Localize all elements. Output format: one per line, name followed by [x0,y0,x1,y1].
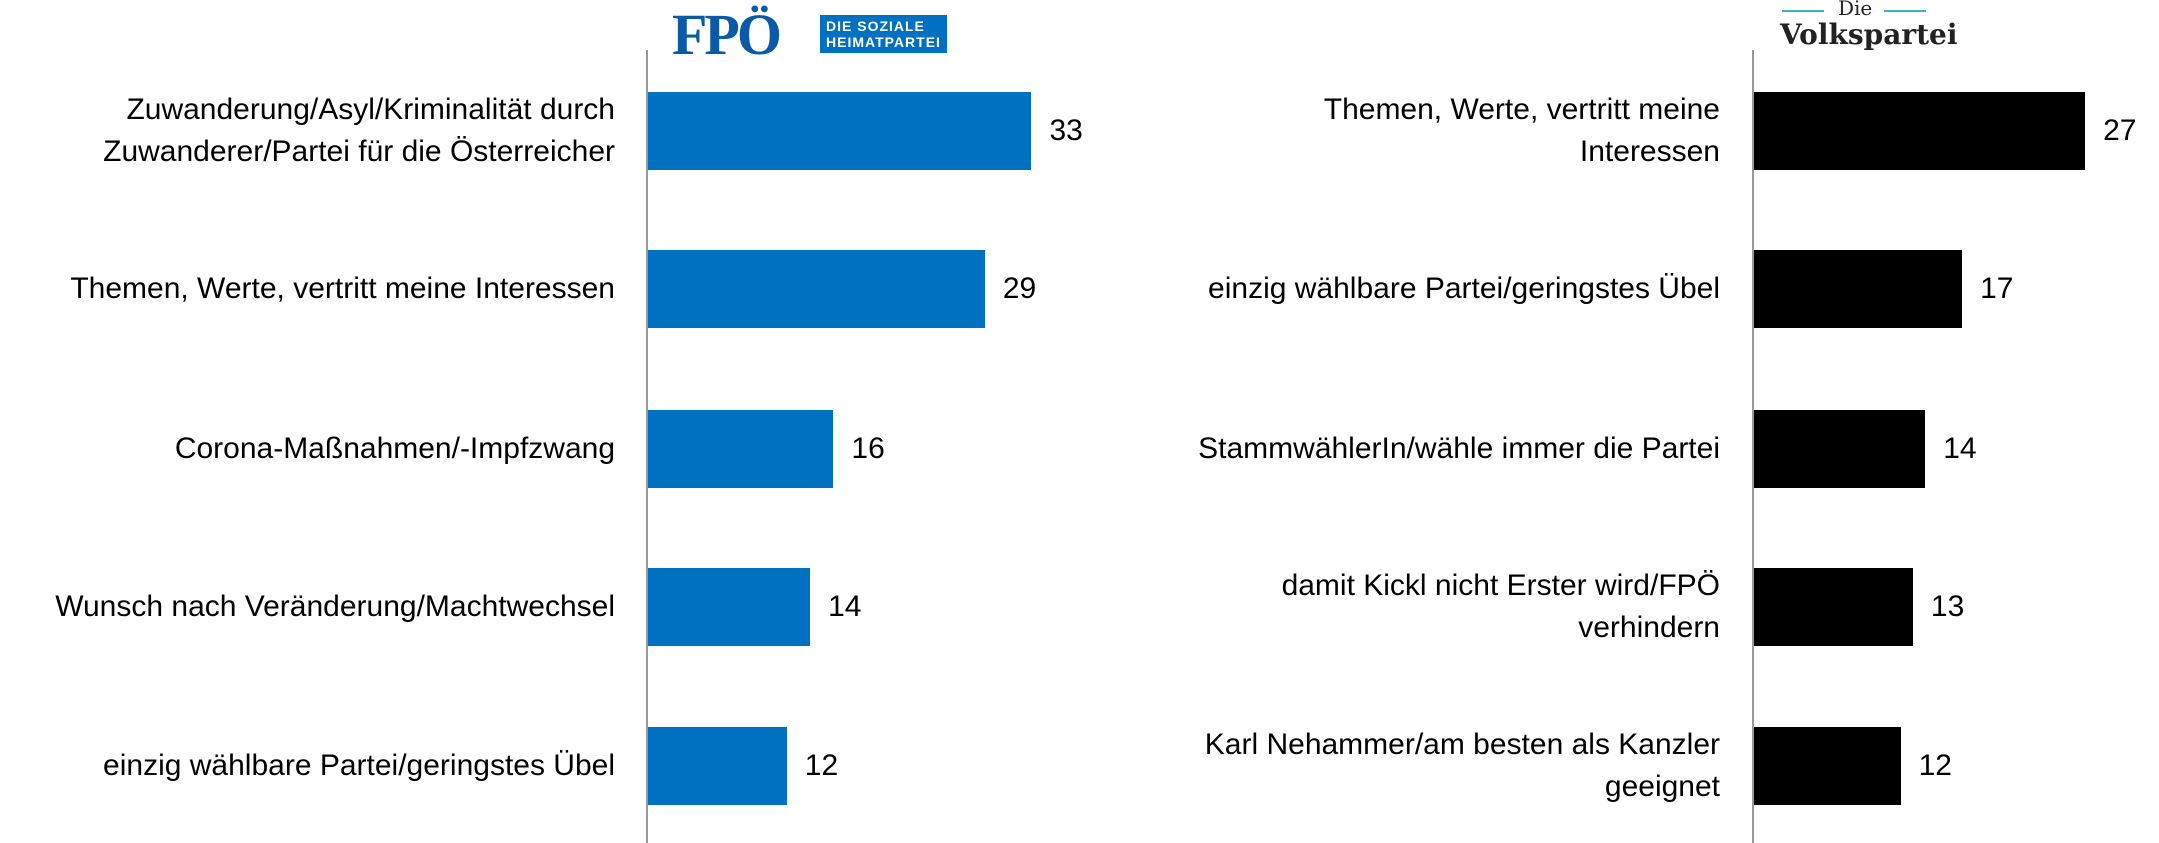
logo-rule [1782,10,1824,12]
value-label: 13 [1930,590,1965,623]
logo-tagline: Die [1838,0,1873,20]
category-label: Corona-Maßnahmen/-Impfzwang [174,432,615,465]
category-label: einzig wählbare Partei/geringstes Übel [103,749,615,782]
bar [1753,250,1963,328]
logo-rule [1884,10,1926,12]
bar [1753,92,2086,170]
bar [647,568,811,646]
category-label: damit Kickl nicht Erster wird/FPÖ verhin… [1281,569,1720,644]
logo-text: Volkspartei [1780,18,1958,51]
axis-line [646,50,648,843]
value-label: 14 [1943,432,1977,465]
axis-line [1752,50,1754,843]
value-label: 29 [1002,272,1037,305]
value-label: 14 [828,590,862,623]
bar [647,727,787,805]
value-label: 16 [851,432,885,465]
category-label: Karl Nehammer/am besten als Kanzler geei… [1204,728,1720,803]
bar [647,92,1032,170]
value-label: 17 [1980,272,2014,305]
value-label: 12 [804,749,839,782]
category-label: Themen, Werte, vertritt meine Interessen [70,272,615,305]
bar [1753,410,1926,488]
value-label: 33 [1049,114,1083,147]
bar [647,250,985,328]
category-label: einzig wählbare Partei/geringstes Übel [1208,272,1720,305]
bar [1753,568,1913,646]
bar [647,410,834,488]
value-label: 27 [2103,114,2137,147]
value-label: 12 [1918,749,1952,782]
bar [1753,727,1901,805]
logo-text: FPÖ [672,2,782,67]
category-label: StammwählerIn/wähle immer die Partei [1198,432,1720,465]
category-label: Themen, Werte, vertritt meine Interessen [1323,93,1720,168]
category-label: Wunsch nach Veränderung/Machtwechsel [55,590,615,623]
logo-tagline: DIE SOZIALE HEIMATPARTEI [820,15,947,53]
category-label: Zuwanderung/Asyl/Kriminalität durch Zuwa… [103,93,615,168]
